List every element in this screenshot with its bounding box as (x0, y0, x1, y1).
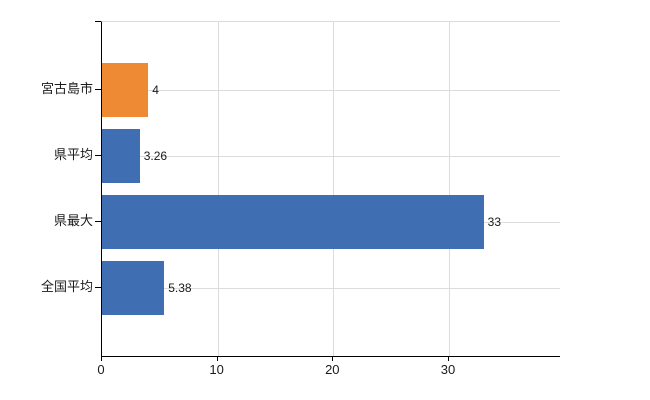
plot-area: 4 3.26 33 5.38 (101, 21, 560, 357)
y-axis-tick (95, 155, 101, 156)
x-axis-tick (332, 356, 334, 361)
value-label: 4 (152, 83, 159, 97)
x-gridline (333, 22, 335, 356)
y-axis-label: 県平均 (53, 147, 93, 162)
y-axis-tick (95, 89, 101, 90)
y-axis-tick (95, 221, 101, 222)
y-axis-tick (95, 287, 101, 288)
x-axis-tick-label: 0 (97, 362, 105, 377)
y-gridline (102, 288, 560, 289)
bar-県最大 (102, 195, 484, 249)
value-label: 5.38 (168, 281, 192, 295)
x-axis-tick (447, 356, 449, 361)
x-axis-tick-label: 10 (209, 362, 224, 377)
y-gridline (102, 90, 560, 91)
x-gridline (448, 22, 450, 356)
bar-全国平均 (102, 261, 165, 315)
value-label: 3.26 (143, 149, 168, 163)
y-axis-label: 宮古島市 (40, 81, 93, 96)
value-label: 33 (487, 215, 502, 229)
y-axis-label: 全国平均 (40, 279, 93, 294)
x-axis-tick-label: 30 (440, 362, 456, 377)
x-axis-tick (101, 356, 102, 361)
bar-宮古島市 (102, 63, 149, 117)
y-gridline (102, 156, 560, 157)
bar-県平均 (102, 129, 140, 183)
x-gridline (217, 22, 219, 356)
y-axis-label: 県最大 (53, 213, 93, 228)
x-axis-tick (216, 356, 218, 361)
x-axis-tick-label: 20 (325, 362, 340, 377)
y-axis-end-tick (95, 21, 101, 22)
